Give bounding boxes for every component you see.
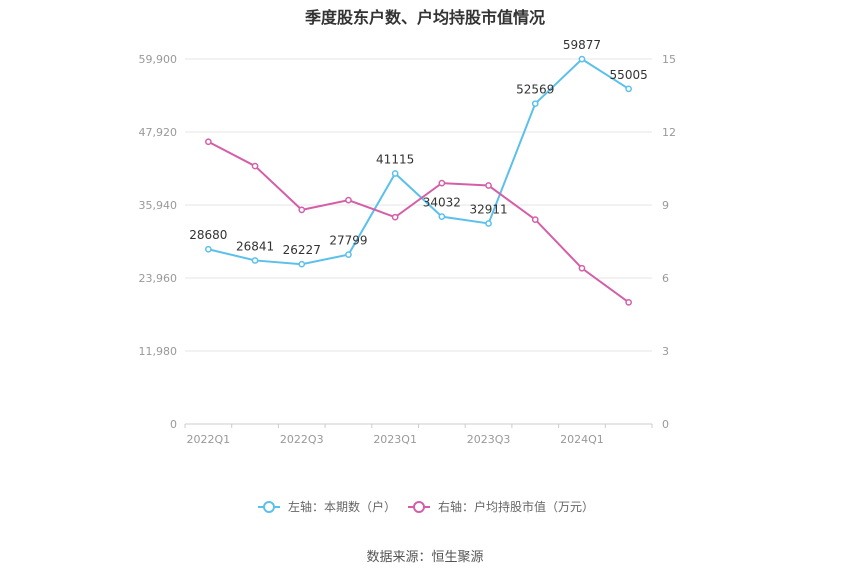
avg-holding-value-point xyxy=(485,182,492,189)
data-label: 52569 xyxy=(516,83,554,97)
legend-marker xyxy=(413,501,425,513)
right-y-tick-label: 0 xyxy=(662,418,669,431)
right-y-tick-label: 6 xyxy=(662,272,669,285)
shareholder-count-line xyxy=(208,57,630,266)
legend-label: 右轴：户均持股市值（万元） xyxy=(438,499,594,514)
avg-holding-value-point xyxy=(578,264,586,272)
avg-holding-value-point xyxy=(625,298,633,306)
right-y-tick-label: 9 xyxy=(662,199,669,212)
shareholder-count-point xyxy=(485,220,492,227)
avg-holding-value-line xyxy=(207,140,630,304)
chart-title: 季度股东户数、户均持股市值情况 xyxy=(304,8,545,27)
data-label: 28680 xyxy=(189,228,227,242)
right-y-tick-label: 12 xyxy=(662,126,676,139)
data-label: 26227 xyxy=(283,243,321,257)
grid-lines xyxy=(185,58,652,352)
shareholder-count-point xyxy=(578,55,586,63)
avg-holding-value-point xyxy=(438,179,446,187)
avg-holding-value-point xyxy=(205,138,212,146)
shareholder-count-point xyxy=(251,257,259,264)
right-y-tick-label: 15 xyxy=(662,53,676,66)
shareholder-count-point xyxy=(438,213,446,220)
avg-holding-value-point xyxy=(531,216,539,223)
left-y-tick-label: 23,960 xyxy=(139,272,178,285)
avg-holding-value-point xyxy=(345,196,352,204)
left-y-tick-label: 11,980 xyxy=(139,345,178,358)
shareholder-count-point xyxy=(531,100,539,108)
series-lines xyxy=(205,55,633,306)
legend-label: 左轴：本期数（户） xyxy=(288,499,396,514)
data-label: 26841 xyxy=(236,239,274,253)
data-labels: 28680 26841 26227 27799 41115 34032 32911 52569… xyxy=(189,38,647,257)
axes: 0 0 11,980 3 23,960 6 35,940 9 47,920 12 59,900 15 2… xyxy=(139,53,677,446)
legend: 左轴：本期数（户） 右轴：户均持股市值（万元） xyxy=(258,499,594,514)
data-label: 55005 xyxy=(610,68,648,82)
data-source-note: 数据来源：恒生聚源 xyxy=(366,550,484,565)
x-tick-label: 2023Q1 xyxy=(373,433,417,446)
right-y-tick-label: 3 xyxy=(662,345,669,358)
shareholder-count-point xyxy=(298,260,306,268)
shareholder-count-point xyxy=(391,170,399,177)
shareholder-count-point xyxy=(345,251,352,258)
shareholder-count-point xyxy=(205,245,212,253)
x-tick-label: 2023Q3 xyxy=(467,433,511,446)
x-tick-label: 2022Q3 xyxy=(280,433,324,446)
left-y-tick-label: 59,900 xyxy=(139,53,178,66)
data-label: 32911 xyxy=(469,202,507,216)
left-y-tick-label: 47,920 xyxy=(139,126,178,139)
x-tick-label: 2024Q1 xyxy=(560,433,604,446)
shareholder-count-point xyxy=(625,85,633,93)
data-label: 41115 xyxy=(376,152,414,166)
left-y-tick-label: 35,940 xyxy=(139,199,178,212)
data-label: 27799 xyxy=(329,234,367,248)
avg-holding-value-point xyxy=(298,206,306,214)
legend-marker xyxy=(263,501,275,513)
avg-holding-value-point xyxy=(391,213,399,221)
data-label: 59877 xyxy=(563,38,601,52)
x-tick-label: 2022Q1 xyxy=(187,433,231,446)
data-label: 34032 xyxy=(423,196,461,210)
avg-holding-value-point xyxy=(251,162,259,170)
left-y-tick-label: 0 xyxy=(170,418,177,431)
